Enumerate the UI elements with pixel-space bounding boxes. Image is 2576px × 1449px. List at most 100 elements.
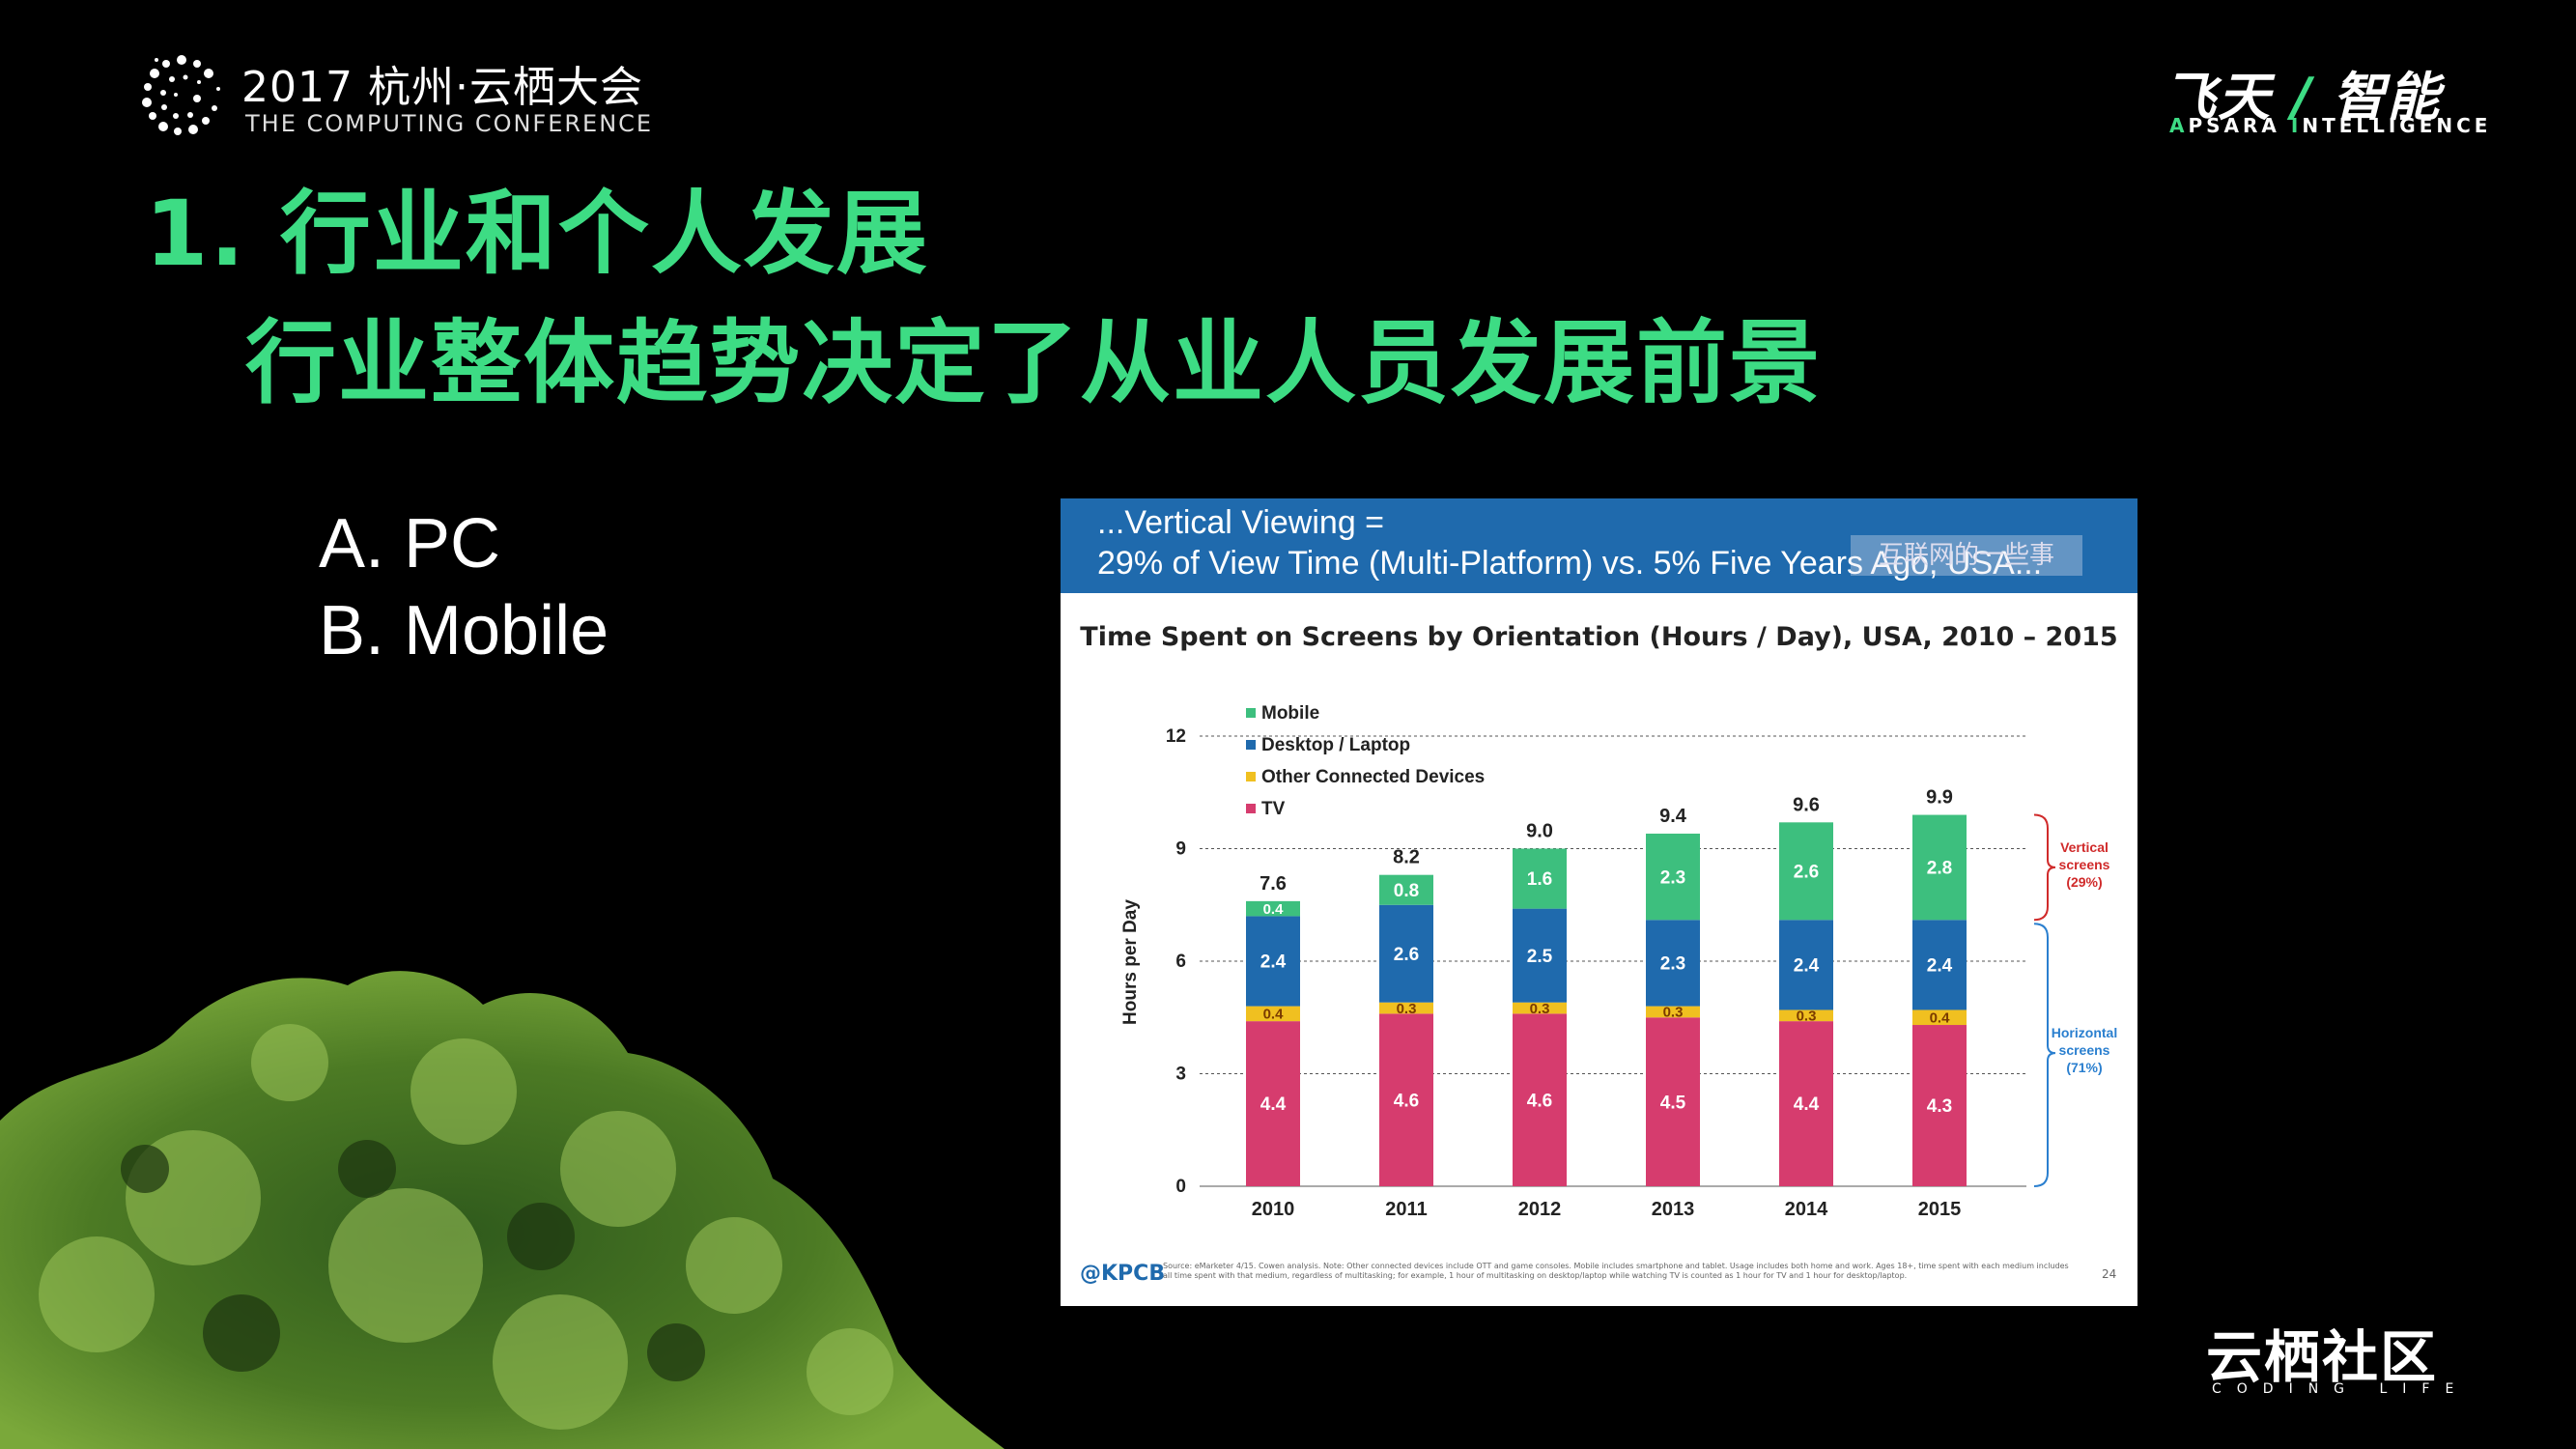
legend-swatch xyxy=(1246,708,1256,718)
horizontal-annotation: Horizontal xyxy=(2052,1025,2117,1040)
vertical-brace xyxy=(2033,813,2056,922)
y-tick-label: 3 xyxy=(1175,1065,1186,1085)
data-label: 4.6 xyxy=(1527,1091,1552,1111)
slide-title-line1: 1. 行业和个人发展 xyxy=(145,182,929,287)
bar-segment-mobile xyxy=(1779,822,1833,921)
data-label: 2.5 xyxy=(1527,947,1553,967)
bar-segment-desktop-laptop xyxy=(1513,908,1567,1003)
total-label: 8.2 xyxy=(1393,847,1420,868)
total-label: 9.4 xyxy=(1659,806,1687,827)
bar-segment-mobile xyxy=(1646,833,1700,921)
data-label: 1.6 xyxy=(1527,869,1552,890)
bar-segment-other-connected-devices xyxy=(1779,1009,1833,1022)
data-label: 0.8 xyxy=(1394,881,1419,901)
conference-title: 2017 杭州·云栖大会 xyxy=(241,63,643,112)
source-note: Source: eMarketer 4/15. Cowen analysis. … xyxy=(1163,1262,2069,1280)
bar-segment-mobile xyxy=(1912,814,1967,921)
data-label: 0.4 xyxy=(1263,901,1285,918)
bar-segment-tv xyxy=(1779,1021,1833,1186)
bar-segment-desktop-laptop xyxy=(1646,920,1700,1007)
legend-swatch xyxy=(1246,772,1256,781)
brand-sub-b: PSARA xyxy=(2188,114,2291,137)
brand-sub-a: A xyxy=(2169,114,2189,137)
chart-panel: ...Vertical Viewing = 29% of View Time (… xyxy=(1061,498,2137,1306)
y-tick-label: 12 xyxy=(1166,726,1186,747)
data-label: 0.3 xyxy=(1397,1001,1417,1017)
yunqi-community-logo: 云栖社区 xyxy=(2206,1324,2439,1390)
data-label: 2.4 xyxy=(1260,952,1287,973)
brand-left-text: 飞天 xyxy=(2164,67,2272,128)
vertical-annotation: Vertical xyxy=(2060,839,2109,855)
data-label: 0.3 xyxy=(1530,1001,1550,1017)
data-label: 2.8 xyxy=(1927,859,1952,879)
brand-sub-c: I xyxy=(2290,114,2303,137)
tree-decoration-image xyxy=(0,971,1005,1449)
y-axis-label: Hours per Day xyxy=(1120,899,1141,1025)
data-label: 2.3 xyxy=(1660,954,1685,975)
legend-label: Desktop / Laptop xyxy=(1261,735,1410,755)
bar-segment-tv xyxy=(1246,1021,1300,1186)
bar-segment-desktop-laptop xyxy=(1912,920,1967,1010)
y-tick-label: 9 xyxy=(1175,839,1186,860)
option-a: A. PC xyxy=(319,505,501,582)
data-label: 0.3 xyxy=(1797,1009,1817,1025)
data-label: 0.4 xyxy=(1930,1010,1951,1027)
legend-label: TV xyxy=(1261,799,1286,819)
data-label: 4.4 xyxy=(1794,1094,1820,1115)
legend-label: Mobile xyxy=(1261,703,1319,724)
bar-segment-mobile xyxy=(1246,900,1300,917)
watermark-label: 互联网的一些事 xyxy=(1851,535,2082,576)
bar-segment-desktop-laptop xyxy=(1779,920,1833,1010)
total-label: 9.6 xyxy=(1793,794,1820,815)
x-tick-label: 2011 xyxy=(1385,1199,1427,1220)
x-tick-label: 2012 xyxy=(1518,1199,1562,1220)
chart-panel-header: ...Vertical Viewing = 29% of View Time (… xyxy=(1061,498,2137,593)
data-label: 2.6 xyxy=(1394,945,1419,965)
conference-logo-icon xyxy=(142,55,220,135)
total-label: 9.9 xyxy=(1926,787,1953,809)
option-b: B. Mobile xyxy=(319,592,609,669)
data-label: 2.4 xyxy=(1927,956,1953,977)
panel-header-line1: ...Vertical Viewing = xyxy=(1097,504,1385,541)
slide-title-line2: 行业整体趋势决定了从业人员发展前景 xyxy=(245,311,1823,416)
data-label: 0.3 xyxy=(1663,1005,1684,1021)
y-tick-label: 0 xyxy=(1175,1177,1186,1197)
data-label: 2.3 xyxy=(1660,867,1685,888)
horizontal-annotation: screens xyxy=(2059,1042,2110,1058)
kpcb-logo: @KPCB xyxy=(1080,1262,1166,1286)
yunqi-community-subtitle: CODING LIFE xyxy=(2212,1381,2470,1397)
brand-sub-d: NTELLIGENCE xyxy=(2302,114,2492,137)
apsara-brand-subtitle: APSARA INTELLIGENCE xyxy=(2169,114,2491,137)
bar-segment-other-connected-devices xyxy=(1646,1006,1700,1018)
stacked-bar-chart: 0 3 6 9 12 Hours per Day 4.4 0.4 2.4 0.4 7.6 2010 4.… xyxy=(1120,703,2117,1220)
bar-segment-other-connected-devices xyxy=(1912,1009,1967,1026)
data-label: 4.5 xyxy=(1660,1093,1686,1113)
bar-segment-desktop-laptop xyxy=(1246,916,1300,1007)
horizontal-annotation: (71%) xyxy=(2066,1060,2102,1075)
legend-swatch xyxy=(1246,804,1256,813)
x-tick-label: 2010 xyxy=(1252,1199,1295,1220)
bar-segment-tv xyxy=(1912,1025,1967,1186)
total-label: 9.0 xyxy=(1526,821,1553,842)
brand-right-text: 智能 xyxy=(2333,67,2442,128)
vertical-annotation: screens xyxy=(2059,857,2110,872)
bar-segment-desktop-laptop xyxy=(1379,904,1433,1003)
page-number: 24 xyxy=(2102,1267,2117,1281)
chart-title: Time Spent on Screens by Orientation (Ho… xyxy=(1080,622,2118,652)
bar-segment-other-connected-devices xyxy=(1513,1002,1567,1014)
bar-segment-tv xyxy=(1646,1017,1700,1186)
conference-subtitle: THE COMPUTING CONFERENCE xyxy=(245,110,654,137)
data-label: 2.4 xyxy=(1794,956,1820,977)
data-label: 4.3 xyxy=(1927,1096,1952,1117)
vertical-annotation: (29%) xyxy=(2066,874,2102,890)
legend-swatch xyxy=(1246,740,1256,750)
x-tick-label: 2014 xyxy=(1785,1199,1828,1220)
apsara-brand-logo: 飞天 / 智能 xyxy=(2164,54,2441,130)
data-label: 2.6 xyxy=(1794,862,1819,882)
brand-slash: / xyxy=(2291,67,2313,128)
x-tick-label: 2013 xyxy=(1652,1199,1695,1220)
data-label: 4.6 xyxy=(1394,1091,1419,1111)
horizontal-brace xyxy=(2033,923,2056,1187)
bar-segment-tv xyxy=(1379,1013,1433,1186)
data-label: 4.4 xyxy=(1260,1094,1287,1115)
